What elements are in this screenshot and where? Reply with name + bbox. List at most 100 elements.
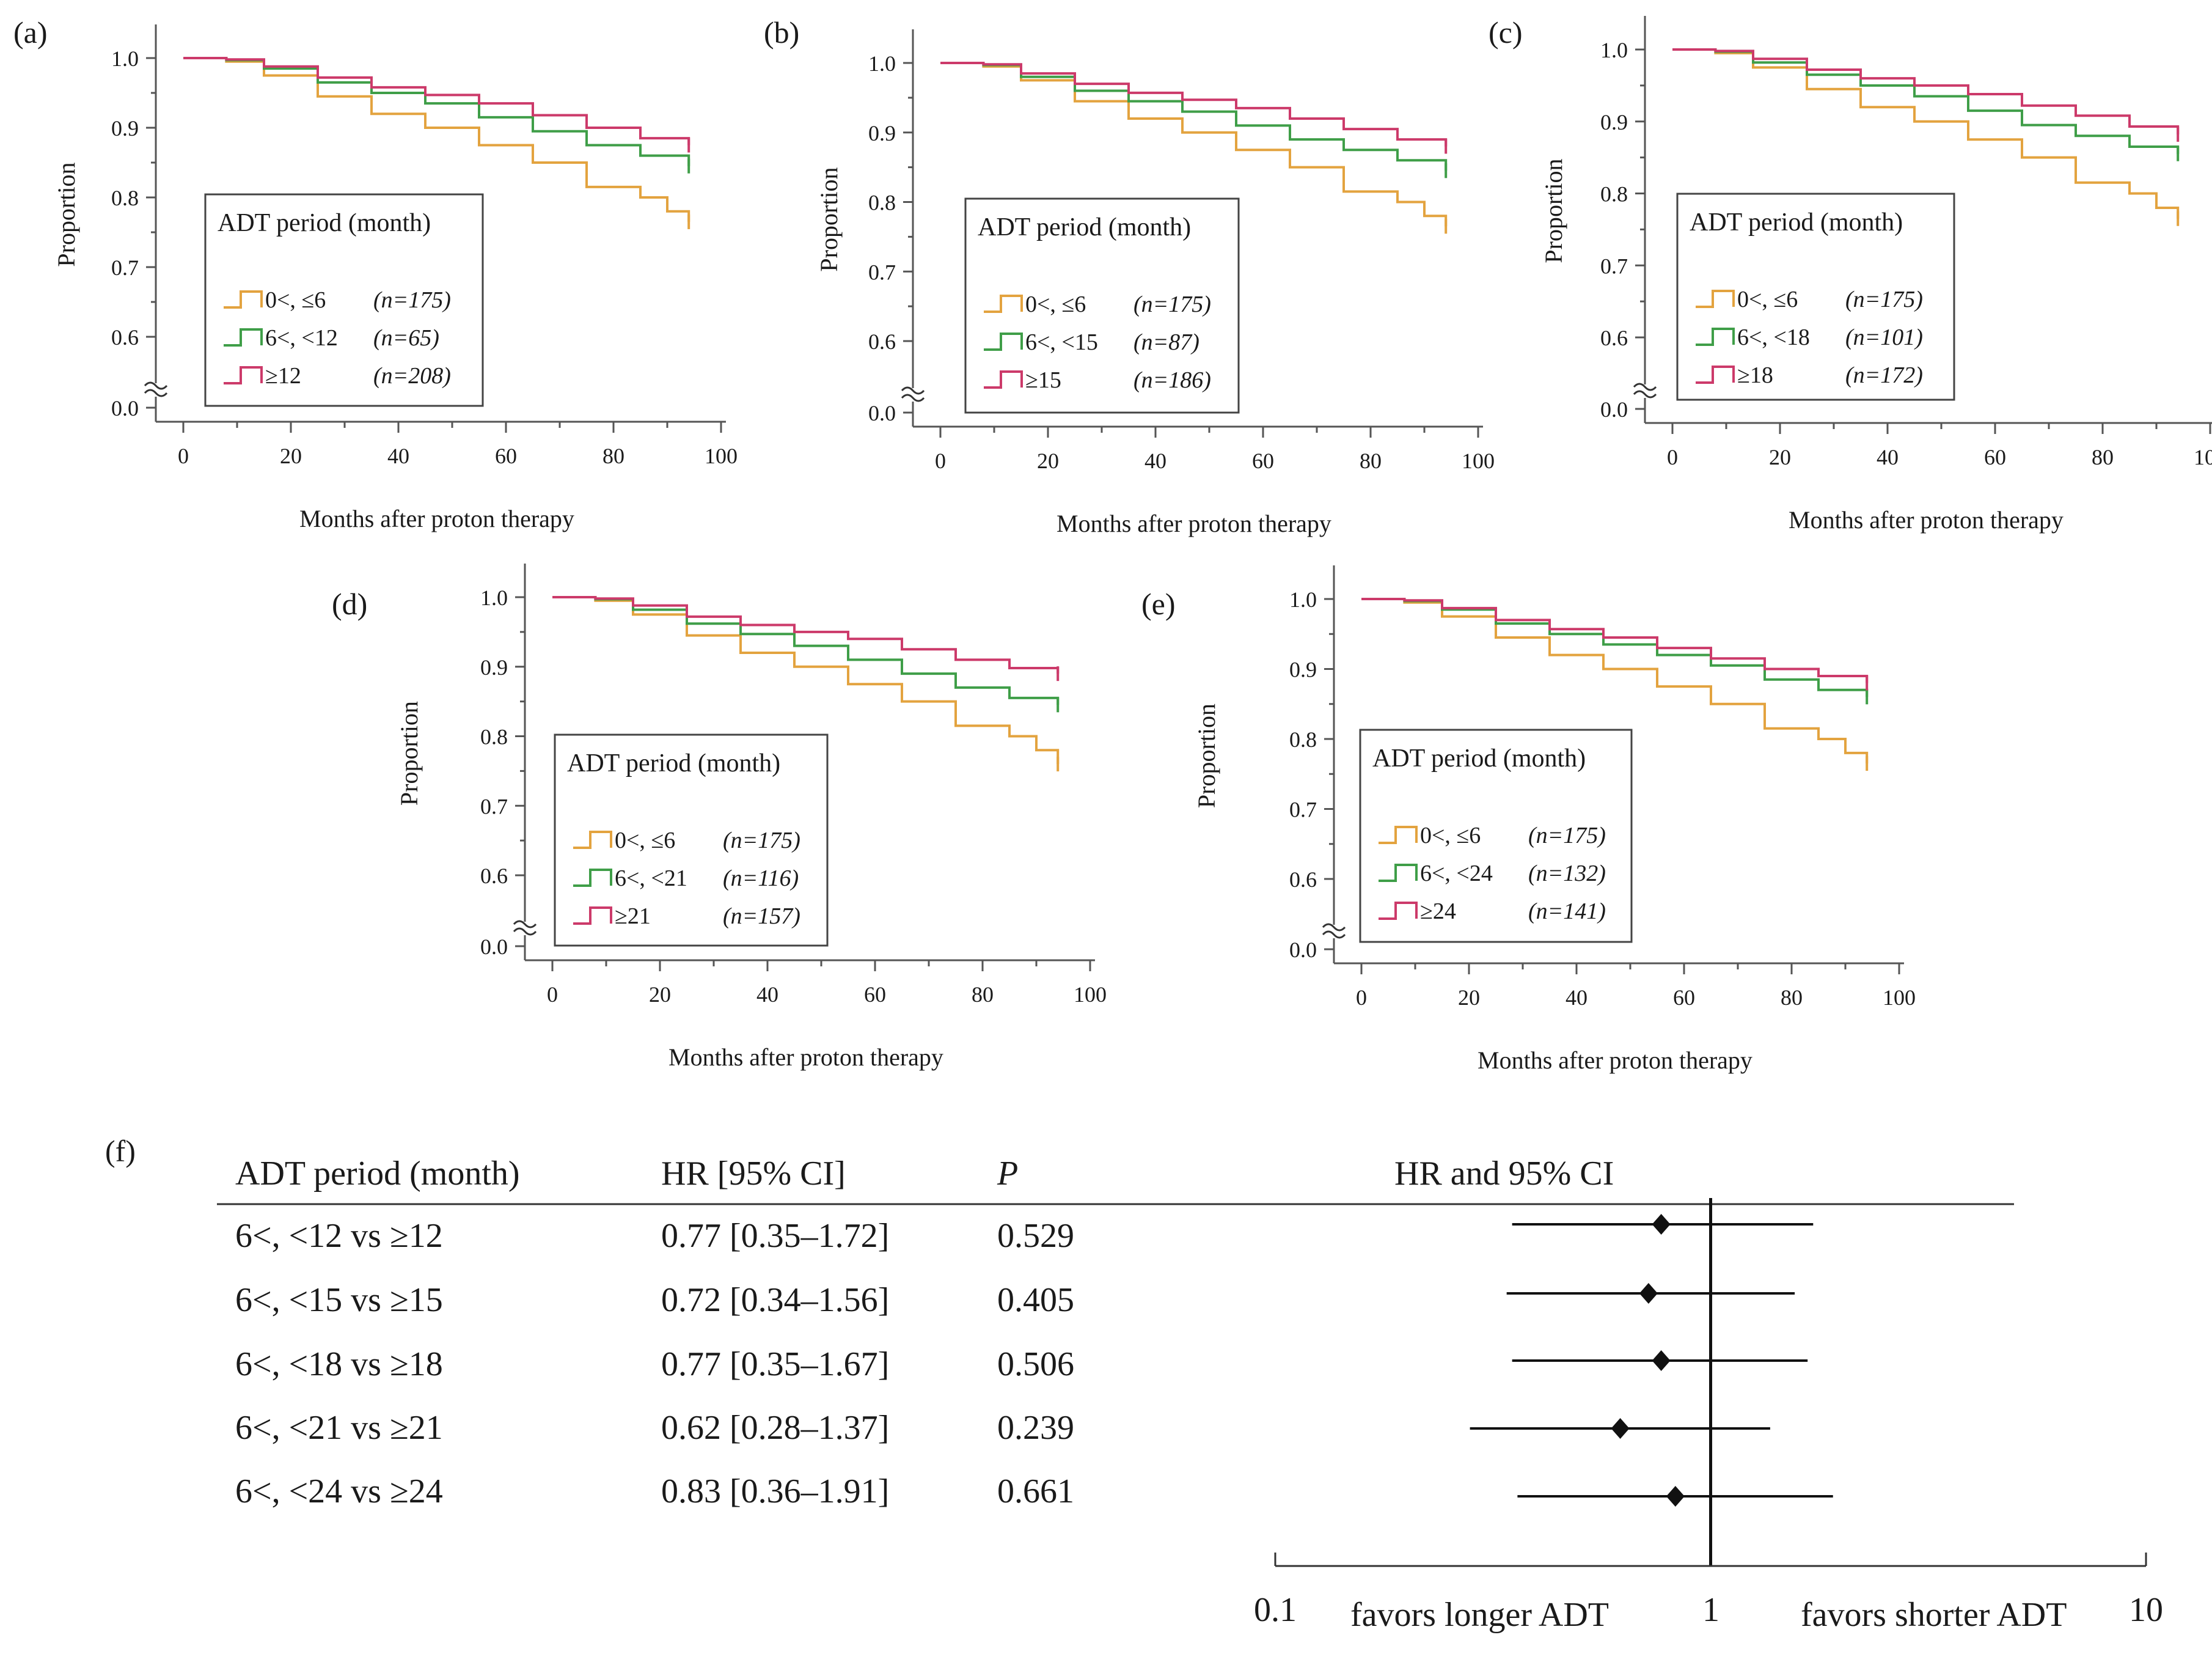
y-tick-label: 1.0: [868, 51, 896, 76]
x-tick-label: 100: [705, 444, 738, 468]
legend-swatch-short: [224, 290, 263, 309]
x-axis-label: Months after proton therapy: [1478, 1046, 1752, 1074]
legend-title: ADT period (month): [1690, 208, 1903, 237]
x-tick-label: 60: [1673, 985, 1695, 1010]
forest-row-p: 0.239: [997, 1409, 1074, 1447]
legend-label: 0<, ≤6: [1420, 823, 1481, 848]
legend-swatch-long: [1696, 366, 1735, 384]
x-axis-label: Months after proton therapy: [299, 505, 574, 532]
y-tick-label: 0.7: [868, 260, 896, 284]
legend-label: 6<, <18: [1737, 325, 1810, 350]
forest-row-label: 6<, <12 vs ≥12: [235, 1217, 443, 1255]
legend-label: 0<, ≤6: [1025, 292, 1086, 317]
legend-label: 6<, <15: [1025, 329, 1098, 355]
legend-n: (n=157): [723, 903, 800, 929]
legend-swatch-mid: [224, 328, 263, 347]
legend-n: (n=172): [1845, 362, 1923, 388]
legend-label: 6<, <21: [615, 866, 687, 891]
x-tick-label: 100: [1462, 449, 1495, 473]
legend-n: (n=208): [373, 363, 451, 389]
km-curve-long: [552, 596, 1060, 674]
forest-row-label: 6<, <21 vs ≥21: [235, 1409, 443, 1447]
forest-row-p: 0.506: [997, 1345, 1074, 1383]
forest-row-hr: 0.62 [0.28–1.37]: [661, 1409, 889, 1447]
legend-n: (n=141): [1528, 899, 1606, 924]
panel-label: (a): [13, 15, 48, 50]
forest-row: 6<, <24 vs ≥24 0.83 [0.36–1.91] 0.661: [235, 1472, 1074, 1510]
km-panel-b: (b) 1.0 0.9 0.8 0.7 0.6 0.0 Proportion 0 20 40 60 80…: [764, 15, 1495, 537]
forest-marks: [1470, 1198, 1833, 1566]
panel-label: (e): [1141, 587, 1176, 621]
forest-row: 6<, <15 vs ≥15 0.72 [0.34–1.56] 0.405: [235, 1281, 1074, 1319]
legend-label: ≥18: [1737, 362, 1773, 388]
x-tick-label: 20: [1769, 445, 1791, 469]
legend-n: (n=175): [1528, 823, 1606, 848]
x-tick-label: 80: [2092, 445, 2114, 469]
km-curve-long: [1361, 598, 1869, 683]
legend-box: [554, 733, 829, 947]
panel-label: (c): [1489, 15, 1523, 50]
legend-swatch-long: [573, 906, 612, 925]
forest-row: 6<, <18 vs ≥18 0.77 [0.35–1.67] 0.506: [235, 1345, 1074, 1383]
x-tick-label: 80: [1781, 985, 1803, 1010]
legend-swatch-short: [573, 831, 612, 849]
y-axis-label: Proportion: [53, 162, 80, 266]
y-tick-label: 0.9: [1289, 658, 1317, 682]
legend-label: 0<, ≤6: [265, 287, 326, 313]
legend-n: (n=116): [723, 866, 799, 891]
y-axis-label: Proportion: [815, 167, 843, 271]
legend-n: (n=87): [1133, 329, 1199, 355]
panel-label: (b): [764, 15, 799, 50]
forest-row-p: 0.405: [997, 1281, 1074, 1319]
axis-break-icon: [1633, 383, 1657, 399]
forest-row: 6<, <21 vs ≥21 0.62 [0.28–1.37] 0.239: [235, 1409, 1074, 1447]
x-tick-label: 20: [649, 982, 671, 1007]
forest-tick-label: 1: [1702, 1591, 1719, 1629]
legend: ADT period (month) 0<, ≤6 (n=175) 6<, <24 (n…: [1359, 729, 1633, 943]
forest-row-p: 0.529: [997, 1217, 1074, 1255]
legend-swatch-mid: [1696, 328, 1735, 346]
forest-row-p: 0.661: [997, 1472, 1074, 1510]
legend-box: [1359, 729, 1633, 943]
x-tick-label: 80: [1360, 449, 1382, 473]
legend-swatch-short: [984, 295, 1023, 313]
y-tick-label: 0.6: [111, 325, 139, 350]
hr-diamond: [1652, 1214, 1671, 1235]
axis-break-icon: [901, 386, 925, 402]
y-tick-label: 0.6: [1600, 326, 1628, 350]
axis-break-icon: [144, 381, 168, 397]
x-tick-label: 40: [1144, 449, 1166, 473]
forest-row-label: 6<, <15 vs ≥15: [235, 1281, 443, 1319]
y-tick-label: 0.0: [480, 935, 508, 959]
legend-n: (n=175): [723, 828, 800, 853]
legend: ADT period (month) 0<, ≤6 (n=175) 6<, <12 (n…: [204, 193, 484, 407]
x-tick-label: 100: [1074, 982, 1107, 1007]
x-tick-label: 80: [972, 982, 994, 1007]
km-panel-d: (d) 1.0 0.9 0.8 0.7 0.6 0.0 Proportion 0 20 40 60 80…: [332, 564, 1107, 1071]
legend-n: (n=101): [1845, 325, 1923, 350]
hr-diamond: [1639, 1283, 1658, 1304]
y-tick-label: 1.0: [1289, 587, 1317, 612]
y-axis-label: Proportion: [1193, 704, 1220, 808]
km-panel-a: (a) 1.0 0.9 0.8 0.7 0.6 0.0 Proportion 0 20 40 60 80…: [13, 15, 738, 532]
y-tick-label: 0.8: [1289, 727, 1317, 752]
y-tick-label: 1.0: [480, 586, 508, 610]
y-tick-label: 0.9: [868, 121, 896, 145]
x-tick-label: 100: [1883, 985, 1916, 1010]
x-tick-label: 60: [864, 982, 886, 1007]
legend: ADT period (month) 0<, ≤6 (n=175) 6<, <21 (n…: [554, 733, 829, 947]
km-curve-mid: [940, 62, 1448, 171]
x-tick-label: 20: [1037, 449, 1059, 473]
y-tick-label: 1.0: [111, 46, 139, 71]
forest-row-label: 6<, <24 vs ≥24: [235, 1472, 443, 1510]
legend-n: (n=175): [373, 287, 451, 313]
y-tick-label: 0.7: [1600, 254, 1628, 278]
forest-row-label: 6<, <18 vs ≥18: [235, 1345, 443, 1383]
x-tick-label: 0: [935, 449, 946, 473]
y-tick-label: 0.6: [868, 329, 896, 354]
legend-n: (n=175): [1133, 292, 1211, 317]
forest-col-p: P: [997, 1155, 1018, 1193]
x-tick-label: 40: [1566, 985, 1588, 1010]
legend-n: (n=186): [1133, 367, 1211, 393]
